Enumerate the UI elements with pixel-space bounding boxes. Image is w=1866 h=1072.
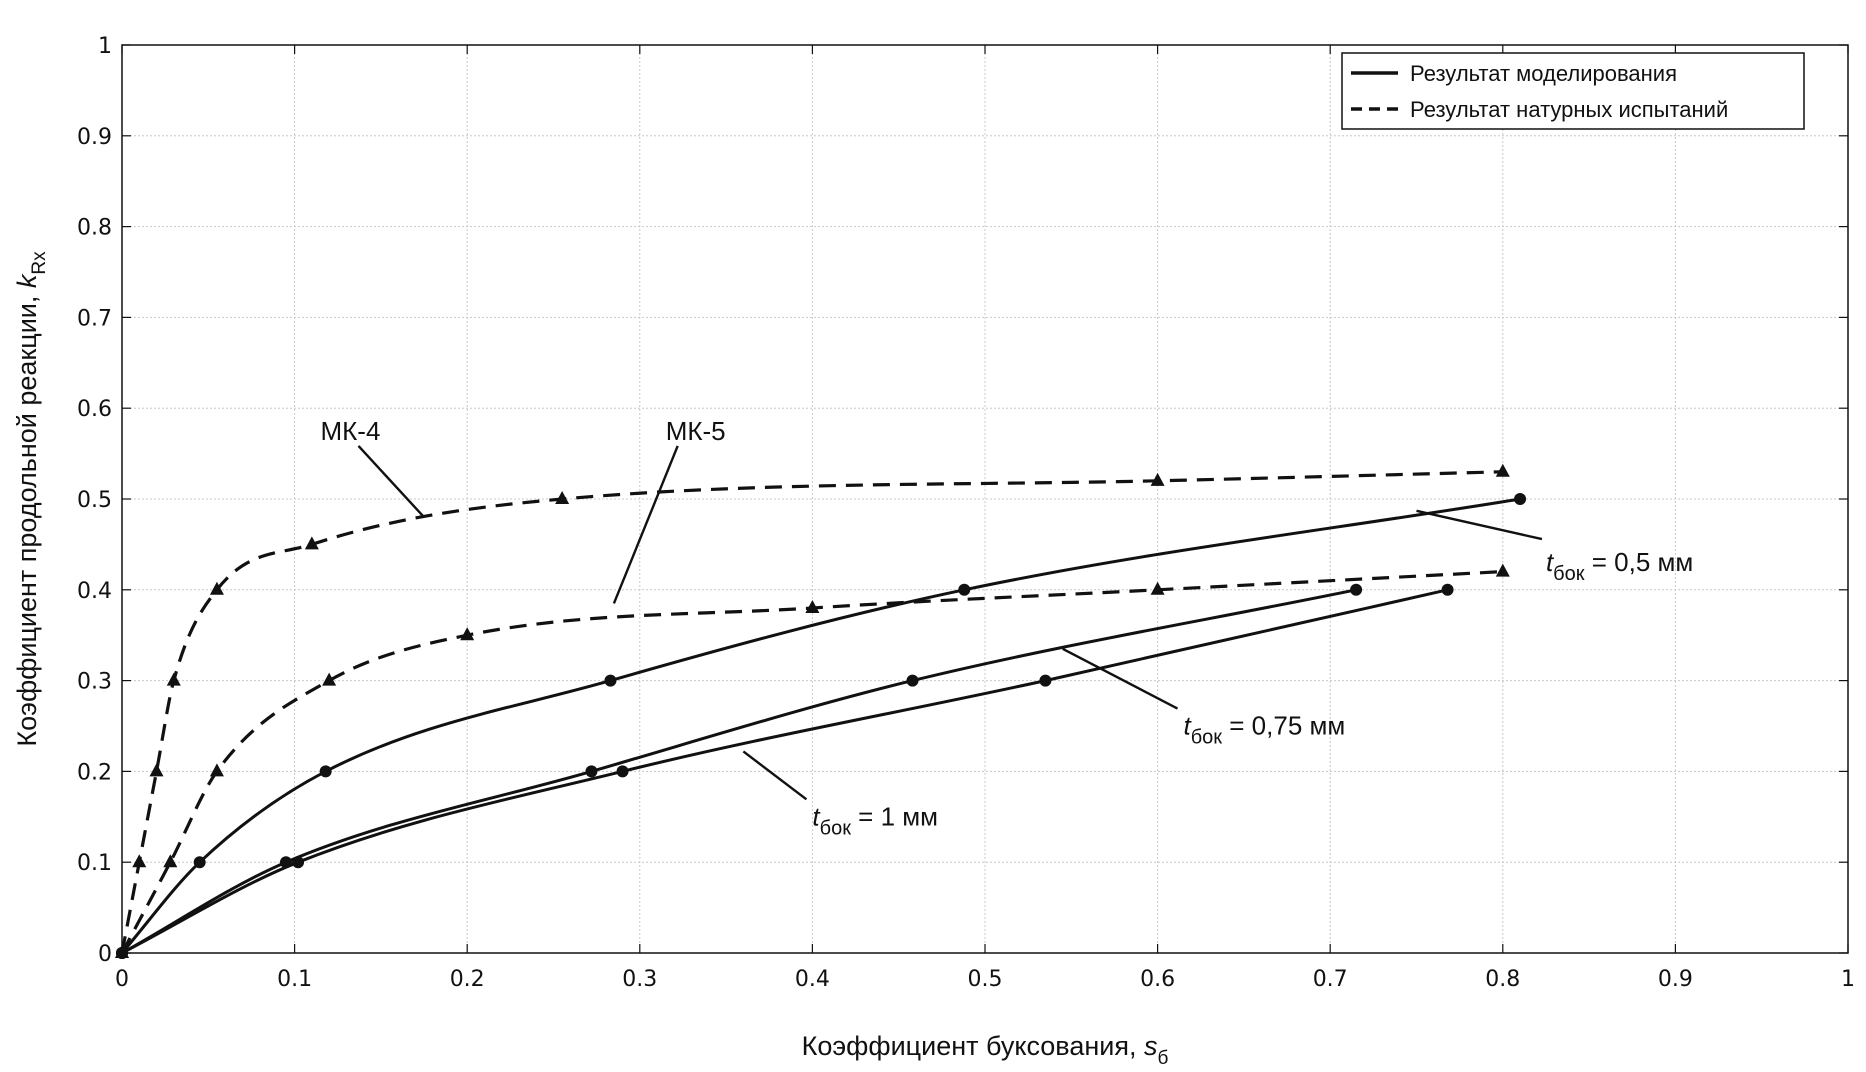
marker-triangle-mk4 [132,854,147,868]
marker-triangle-mk4 [149,763,164,777]
x-tick-label: 0.8 [1485,967,1520,992]
marker-triangle-mk4 [304,536,319,550]
x-tick-label: 1 [1841,967,1855,992]
annotation-pointer-mk5 [612,445,679,604]
marker-triangle-mk5 [460,627,475,641]
marker-circle-t1 [1039,674,1052,687]
y-tick-label: 0 [98,942,112,967]
legend: Результат моделирования Результат натурны… [1341,52,1805,130]
x-tick-label: 0 [115,967,129,992]
y-tick-label: 0.7 [77,306,112,331]
marker-triangle-mk5 [163,854,178,868]
annotation-t05: tбок = 0,5 мм [1546,547,1693,585]
y-tick-label: 1 [98,34,112,59]
marker-triangle-mk5 [209,763,224,777]
marker-triangle-mk5 [1150,581,1165,595]
y-tick-label: 0.2 [77,760,112,785]
annotation-mk5: МК-5 [666,416,726,446]
y-tick-label: 0.9 [77,125,112,150]
marker-circle-t075 [906,674,919,687]
x-tick-label: 0.6 [1140,967,1175,992]
x-tick-label: 0.3 [622,967,657,992]
x-tick-label: 0.5 [968,967,1003,992]
marker-triangle-mk4 [555,491,570,504]
marker-circle-t1 [292,856,305,869]
marker-circle-t1 [1441,583,1454,596]
annotation-pointer-t05 [1416,509,1543,541]
marker-circle-t05 [604,674,617,687]
marker-circle-t05 [1514,493,1527,505]
marker-circle-t1 [116,947,128,959]
x-tick-label: 0.9 [1658,967,1693,992]
marker-circle-t075 [279,856,292,869]
marker-circle-t05 [958,583,971,596]
y-tick-label: 0.1 [77,851,112,876]
legend-entry: Результат натурных испытаний [1410,97,1728,122]
annotations: МК-4 МК-5 tбок = 0,5 мм tбок = 0,75 мм tбок … [320,416,1693,839]
marker-triangle-mk4 [1150,472,1165,486]
annotation-t075: tбок = 0,75 мм [1183,711,1345,749]
annotation-pointer-t1 [742,750,808,801]
x-tick-label: 0.7 [1313,967,1348,992]
marker-circle-t075 [585,765,598,778]
marker-circle-t05 [319,765,332,778]
series-line-t075 [121,588,1357,955]
marker-circle-t075 [1350,583,1363,596]
x-tick-label: 0.2 [450,967,485,992]
marker-triangle-mk5 [805,599,820,613]
grid [122,45,1848,953]
marker-triangle-mk4 [1495,463,1510,477]
y-tick-label: 0.6 [77,397,112,422]
annotation-mk4: МК-4 [320,416,380,446]
x-tick-label: 0.4 [795,967,830,992]
annotation-pointer-mk4 [357,445,425,518]
marker-triangle-mk5 [322,672,337,686]
marker-circle-t05 [193,856,206,869]
y-tick-label: 0.8 [77,216,112,241]
marker-triangle-mk4 [166,672,181,686]
marker-triangle-mk4 [209,581,224,595]
marker-triangle-mk5 [1495,563,1510,577]
axes: 0 0.1 0.2 0.3 0.4 0.5 0.6 0.7 0.8 0.9 1 0 0.1 0.2 0.3 0… [77,34,1855,992]
marker-layer [115,463,1527,959]
y-tick-label: 0.3 [77,670,112,695]
y-tick-label: 0.5 [77,488,112,513]
annotation-pointer-t075 [1062,647,1179,710]
x-tick-label: 0.1 [277,967,312,992]
annotation-t1: tбок = 1 мм [812,801,938,839]
series-line-t1 [121,588,1448,955]
legend-box [1341,52,1805,130]
marker-circle-t1 [616,765,629,778]
legend-entry: Результат моделирования [1410,61,1677,86]
y-tick-label: 0.4 [77,579,112,604]
